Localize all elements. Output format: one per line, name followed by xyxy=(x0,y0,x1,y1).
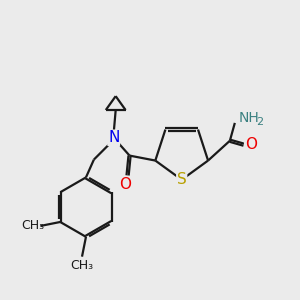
Text: 2: 2 xyxy=(256,117,263,127)
Text: CH₃: CH₃ xyxy=(70,259,94,272)
Text: S: S xyxy=(177,172,187,187)
Text: N: N xyxy=(108,130,119,145)
Text: O: O xyxy=(245,137,257,152)
Text: CH₃: CH₃ xyxy=(21,219,44,232)
Text: NH: NH xyxy=(238,111,259,125)
Text: O: O xyxy=(120,177,132,192)
